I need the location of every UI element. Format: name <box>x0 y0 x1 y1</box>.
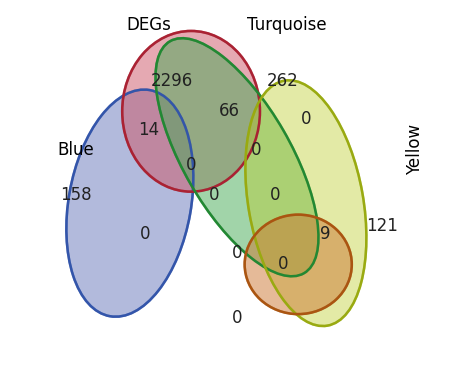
Text: 262: 262 <box>267 72 299 90</box>
Text: 0: 0 <box>209 187 219 204</box>
Text: 14: 14 <box>138 122 160 140</box>
Text: 121: 121 <box>366 217 398 235</box>
Text: DEGs: DEGs <box>127 16 172 34</box>
Text: 0: 0 <box>301 110 311 128</box>
Ellipse shape <box>245 215 352 314</box>
Text: 0: 0 <box>140 225 150 243</box>
Ellipse shape <box>246 80 366 326</box>
Text: 0: 0 <box>251 141 261 159</box>
Text: 0: 0 <box>270 187 281 204</box>
Text: 158: 158 <box>61 187 92 204</box>
Text: Yellow: Yellow <box>407 124 425 175</box>
Text: Turquoise: Turquoise <box>247 16 327 34</box>
Text: 2296: 2296 <box>151 72 193 90</box>
Text: 9: 9 <box>320 225 330 243</box>
Text: 0: 0 <box>186 156 196 174</box>
Text: Blue: Blue <box>57 141 94 159</box>
Ellipse shape <box>66 90 193 317</box>
Text: 0: 0 <box>278 255 288 273</box>
Ellipse shape <box>155 38 319 276</box>
Text: 0: 0 <box>232 309 242 327</box>
Text: 66: 66 <box>219 102 240 120</box>
Ellipse shape <box>122 31 260 192</box>
Text: 0: 0 <box>232 244 242 262</box>
